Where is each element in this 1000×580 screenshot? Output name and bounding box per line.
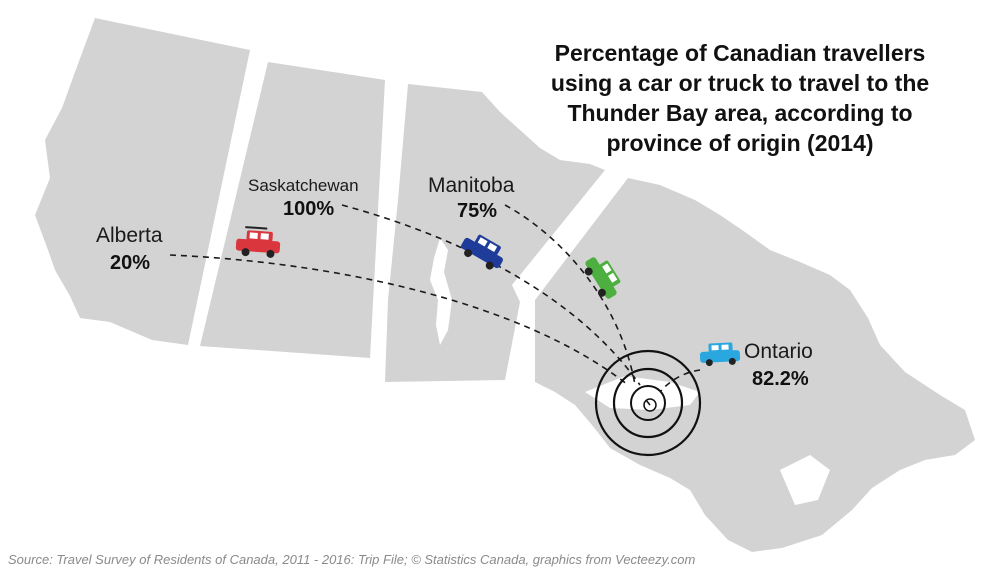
province-value-manitoba: 75% [457, 200, 498, 222]
car-icon-alberta [235, 226, 281, 258]
route-alberta [169, 254, 629, 386]
title-line: Thunder Bay area, according to [567, 100, 913, 126]
lake-huron [780, 455, 830, 505]
manitoba-lake [430, 238, 452, 345]
car-icon-ontario [699, 342, 741, 367]
alberta-shape [35, 18, 250, 345]
province-label-saskatchewan: Saskatchewan [248, 176, 359, 195]
route-ontario [659, 369, 701, 393]
saskatchewan-shape [200, 62, 385, 358]
route-manitoba [504, 204, 636, 386]
province-label-ontario: Ontario [744, 340, 813, 363]
title-line: province of origin (2014) [606, 130, 874, 156]
source-note: Source: Travel Survey of Residents of Ca… [8, 552, 696, 567]
province-value-saskatchewan: 100% [283, 198, 335, 220]
car-icon-saskatchewan [461, 234, 503, 270]
routes [169, 204, 701, 393]
car-icon-manitoba [584, 257, 621, 299]
route-saskatchewan [341, 204, 641, 386]
title-line: Percentage of Canadian travellers [554, 40, 926, 66]
province-label-manitoba: Manitoba [428, 174, 515, 197]
province-label-alberta: Alberta [96, 224, 163, 247]
title-line: using a car or truck to travel to the [550, 70, 930, 96]
target-icon [594, 349, 702, 457]
chart-title: Percentage of Canadian travellers using … [520, 38, 960, 158]
ontario-shape [535, 178, 975, 552]
province-value-ontario: 82.2% [752, 368, 809, 390]
province-value-alberta: 20% [110, 252, 151, 274]
